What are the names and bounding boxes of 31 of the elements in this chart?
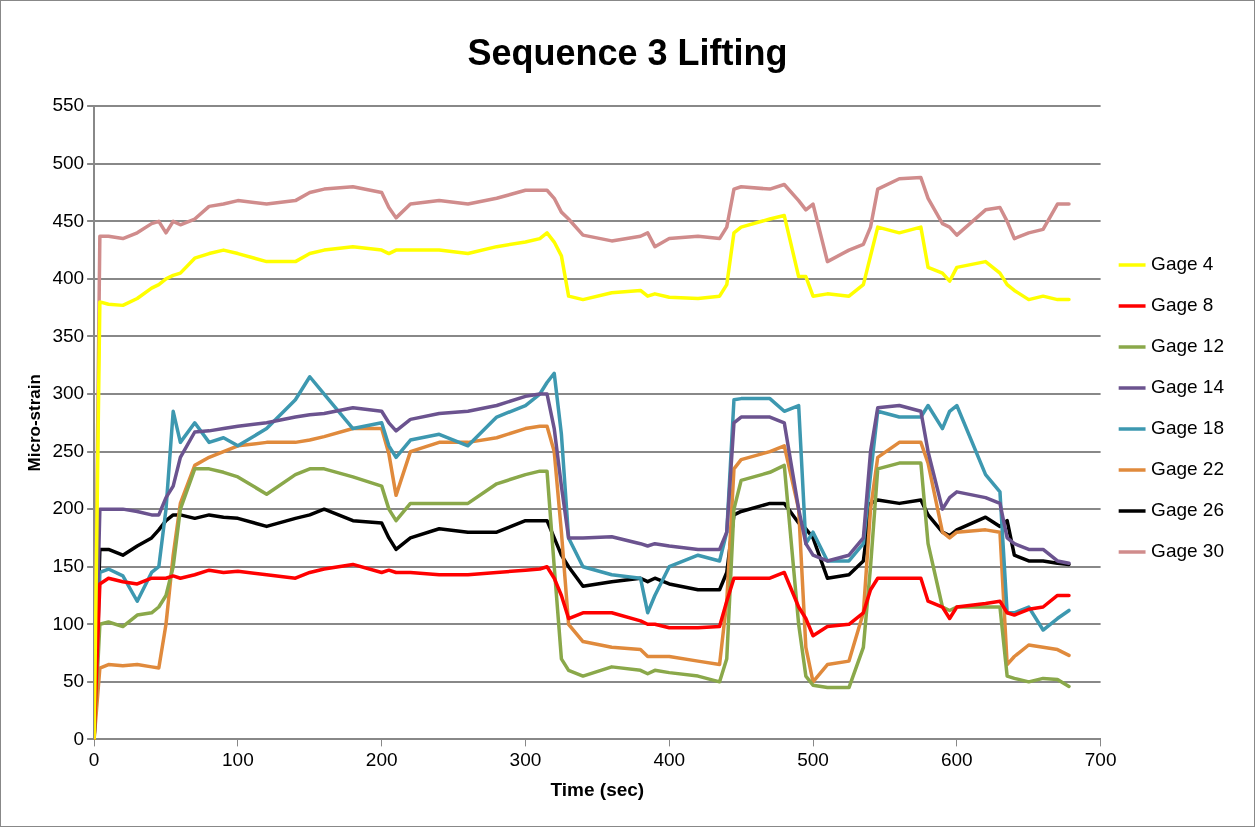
legend-label: Gage 8: [1151, 294, 1214, 316]
y-tick-label: 550: [52, 94, 85, 116]
y-tick-label: 450: [52, 209, 85, 231]
y-tick-label: 150: [52, 554, 85, 576]
y-tick-label: 300: [52, 382, 85, 404]
y-tick-label: 350: [52, 324, 85, 346]
x-axis-title: Time (sec): [550, 778, 645, 800]
legend-label: Gage 22: [1151, 458, 1225, 480]
legend-label: Gage 26: [1151, 499, 1225, 521]
y-tick-label: 250: [52, 439, 85, 461]
y-tick-label: 200: [52, 497, 85, 519]
x-tick-label: 300: [509, 749, 542, 771]
legend-label: Gage 30: [1151, 540, 1225, 562]
y-tick-label: 400: [52, 267, 85, 289]
legend-label: Gage 4: [1151, 253, 1214, 275]
y-tick-label: 100: [52, 612, 85, 634]
legend-label: Gage 18: [1151, 417, 1225, 439]
y-axis-title: Micro-strain: [24, 374, 44, 472]
chart-title: Sequence 3 Lifting: [467, 31, 788, 73]
y-tick-label: 50: [62, 670, 85, 692]
x-tick-label: 400: [653, 749, 686, 771]
y-tick-label: 0: [73, 727, 85, 749]
y-tick-label: 500: [52, 152, 85, 173]
x-tick-label: 0: [88, 749, 100, 771]
x-tick-label: 200: [365, 749, 398, 771]
legend-label: Gage 12: [1151, 335, 1225, 357]
x-tick-label: 500: [797, 749, 829, 771]
x-tick-label: 100: [222, 749, 254, 771]
legend-label: Gage 14: [1151, 376, 1225, 398]
x-tick-label: 700: [1084, 749, 1117, 771]
x-tick-label: 600: [940, 749, 973, 771]
